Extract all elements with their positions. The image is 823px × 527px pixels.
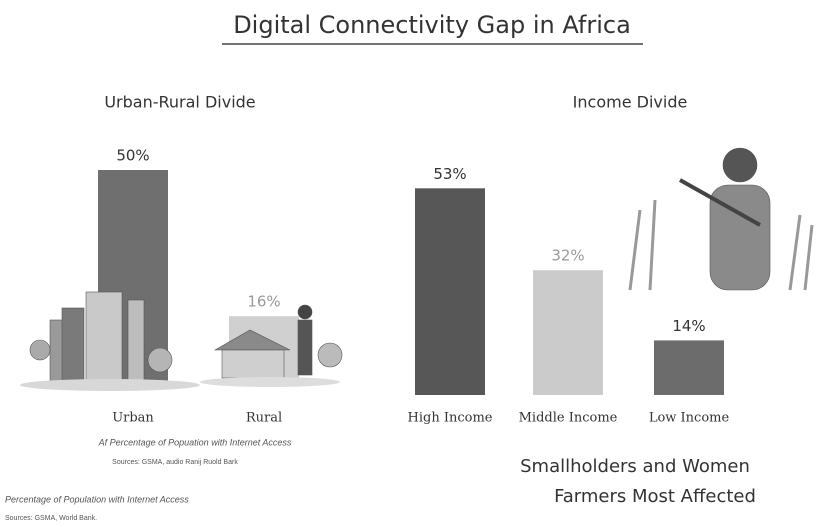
bar <box>533 270 603 395</box>
category-label: Low Income <box>649 411 730 426</box>
city-illustration <box>20 291 200 391</box>
value-label: 53% <box>433 165 466 183</box>
chart-title: Urban-Rural Divide <box>104 93 255 112</box>
value-label: 16% <box>247 293 280 311</box>
title: Digital Connectivity Gap in Africa <box>233 11 631 39</box>
category-label: Middle Income <box>519 411 618 426</box>
rural-illustration <box>200 304 343 387</box>
value-label: 14% <box>672 317 705 335</box>
caption-line: Farmers Most Affected <box>554 486 756 507</box>
category-label: Rural <box>246 411 282 426</box>
chart-title: Income Divide <box>573 93 688 112</box>
value-label: 50% <box>116 147 149 165</box>
bar <box>654 340 724 395</box>
category-label: Urban <box>112 411 154 426</box>
bar <box>415 188 485 395</box>
footer-source: Sources: GSMA, World Bank. <box>5 515 97 522</box>
value-label: 32% <box>551 247 584 265</box>
footer-note: Percentage of Population with Internet A… <box>5 494 189 504</box>
category-label: High Income <box>408 411 493 426</box>
farmer-illustration <box>628 147 814 291</box>
chart-source: Sources: GSMA, audio Ranij Ruold Bark <box>112 459 238 466</box>
caption-line: Smallholders and Women <box>520 456 750 477</box>
chart-note: Af Percentage of Popuation with Internet… <box>98 437 292 447</box>
